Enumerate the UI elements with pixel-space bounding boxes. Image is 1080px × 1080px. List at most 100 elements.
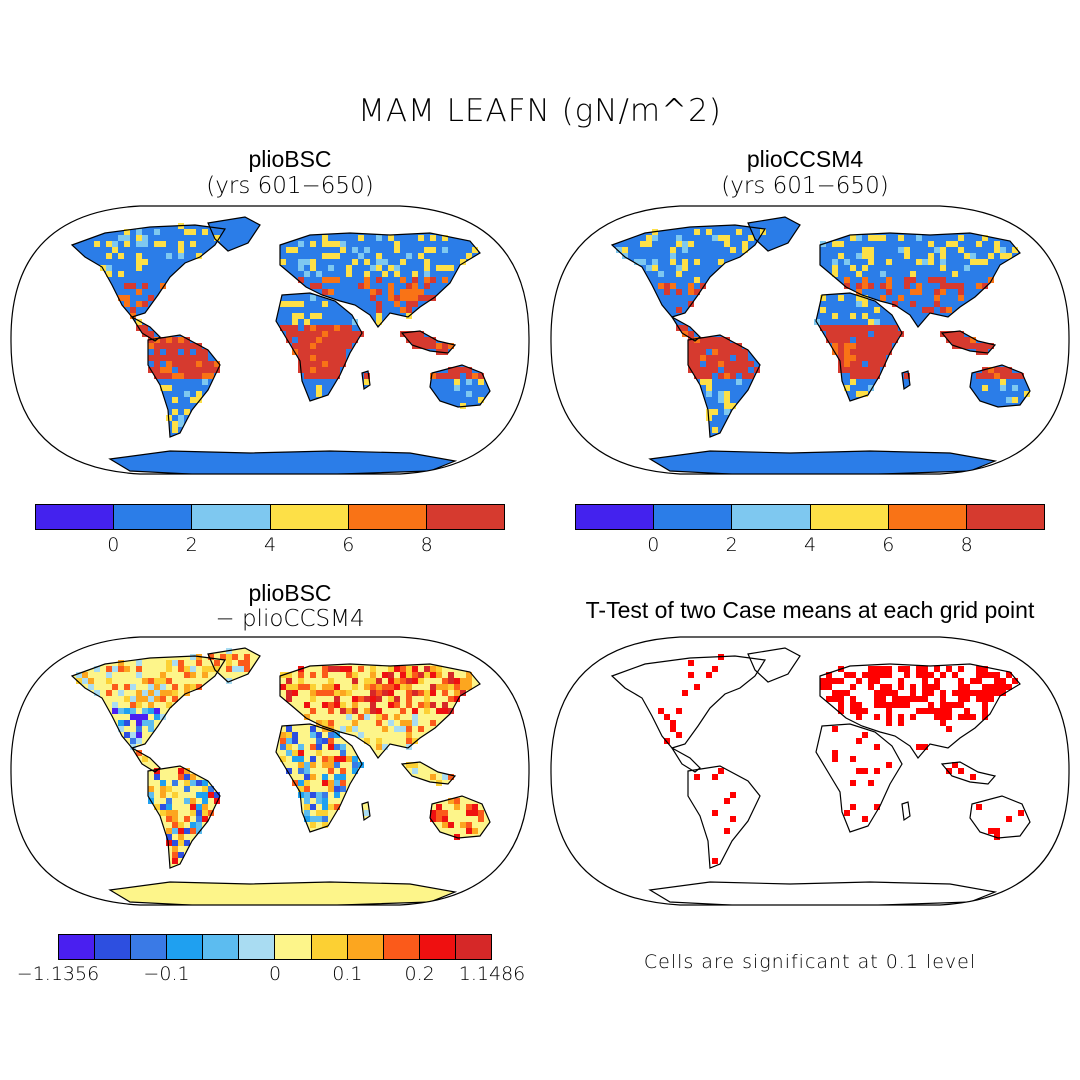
grid-cell [424, 696, 430, 702]
grid-cell [394, 678, 400, 684]
grid-cell [1000, 385, 1006, 391]
continent-namerica [72, 225, 225, 317]
grid-cell [874, 325, 880, 331]
grid-cell [106, 271, 112, 277]
grid-cell [172, 822, 178, 828]
grid-cell [322, 810, 328, 816]
grid-cell [376, 690, 382, 696]
grid-cell [868, 361, 874, 367]
grid-cell [406, 732, 412, 738]
significant-cell [880, 702, 886, 708]
grid-cell [172, 696, 178, 702]
grid-cell [370, 702, 376, 708]
grid-cell [334, 744, 340, 750]
grid-cell [670, 283, 676, 289]
colorbar-ticks-difference: −1.1356 −0.1 0 0.1 0.2 1.1486 [17, 963, 525, 987]
grid-cell [124, 241, 130, 247]
grid-cell [196, 660, 202, 666]
grid-cell [736, 229, 742, 235]
grid-cell [724, 349, 730, 355]
significant-cell [850, 708, 856, 714]
grid-cell [934, 301, 940, 307]
grid-cell [838, 361, 844, 367]
grid-cell [970, 343, 976, 349]
continent-namerica [612, 225, 765, 317]
significant-cell [706, 672, 712, 678]
significant-cell [832, 696, 838, 702]
grid-cell [76, 672, 82, 678]
grid-cell [340, 726, 346, 732]
significance-note: Cells are significant at 0.1 level [643, 951, 977, 973]
coastline [610, 655, 767, 749]
significant-cell [832, 690, 838, 696]
grid-cell [922, 259, 928, 265]
grid-cell [844, 367, 850, 373]
grid-cell [184, 373, 190, 379]
colorbar-difference [58, 934, 492, 960]
significant-cell [724, 798, 730, 804]
significant-cell [922, 684, 928, 690]
grid-cell [298, 361, 304, 367]
grid-cell [478, 397, 484, 403]
grid-cell [346, 666, 352, 672]
grid-cell [298, 301, 304, 307]
grid-cell [142, 283, 148, 289]
grid-cell [928, 259, 934, 265]
grid-cell [136, 235, 142, 241]
grid-cell [394, 271, 400, 277]
grid-cell [454, 798, 460, 804]
grid-cell [412, 295, 418, 301]
grid-cell [436, 810, 442, 816]
grid-cell [136, 714, 142, 720]
grid-cell [172, 816, 178, 822]
coastline [429, 795, 491, 839]
grid-cell [328, 684, 334, 690]
grid-cell [358, 732, 364, 738]
grid-cell [322, 253, 328, 259]
significant-cell [916, 672, 922, 678]
grid-cell [304, 373, 310, 379]
significant-cell [682, 690, 688, 696]
grid-cell [406, 331, 412, 337]
grid-cell [298, 343, 304, 349]
grid-cell [340, 247, 346, 253]
grid-cell [142, 235, 148, 241]
panel-title-ttest: T-Test of two Case means at each grid po… [585, 597, 1035, 623]
significant-cell [934, 684, 940, 690]
grid-cell [640, 241, 646, 247]
grid-cell [352, 726, 358, 732]
significant-cell [670, 726, 676, 732]
grid-cell [328, 666, 334, 672]
grid-cell [652, 235, 658, 241]
grid-cell [334, 373, 340, 379]
grid-cell [442, 810, 448, 816]
grid-cell [724, 241, 730, 247]
grid-cell [454, 678, 460, 684]
grid-cell [160, 337, 166, 343]
grid-cell [364, 696, 370, 702]
grid-cell [292, 319, 298, 325]
grid-cell [172, 840, 178, 846]
grid-cell [316, 343, 322, 349]
grid-cell [316, 744, 322, 750]
grid-cell [340, 708, 346, 714]
map-frame [10, 205, 530, 475]
significant-cell [886, 762, 892, 768]
grid-cell [310, 313, 316, 319]
grid-cell [394, 301, 400, 307]
grid-cell [400, 307, 406, 313]
significant-cell [982, 708, 988, 714]
grid-cell [346, 337, 352, 343]
grid-cell [694, 343, 700, 349]
grid-cell [454, 373, 460, 379]
grid-cell [118, 253, 124, 259]
grid-cell [958, 283, 964, 289]
grid-cell [286, 331, 292, 337]
grid-cell [1000, 373, 1006, 379]
grid-cell [136, 696, 142, 702]
grid-cell [706, 337, 712, 343]
colorbar-tick-label: 4 [263, 534, 277, 556]
grid-cell [664, 283, 670, 289]
significant-cell [874, 678, 880, 684]
grid-cell [292, 325, 298, 331]
